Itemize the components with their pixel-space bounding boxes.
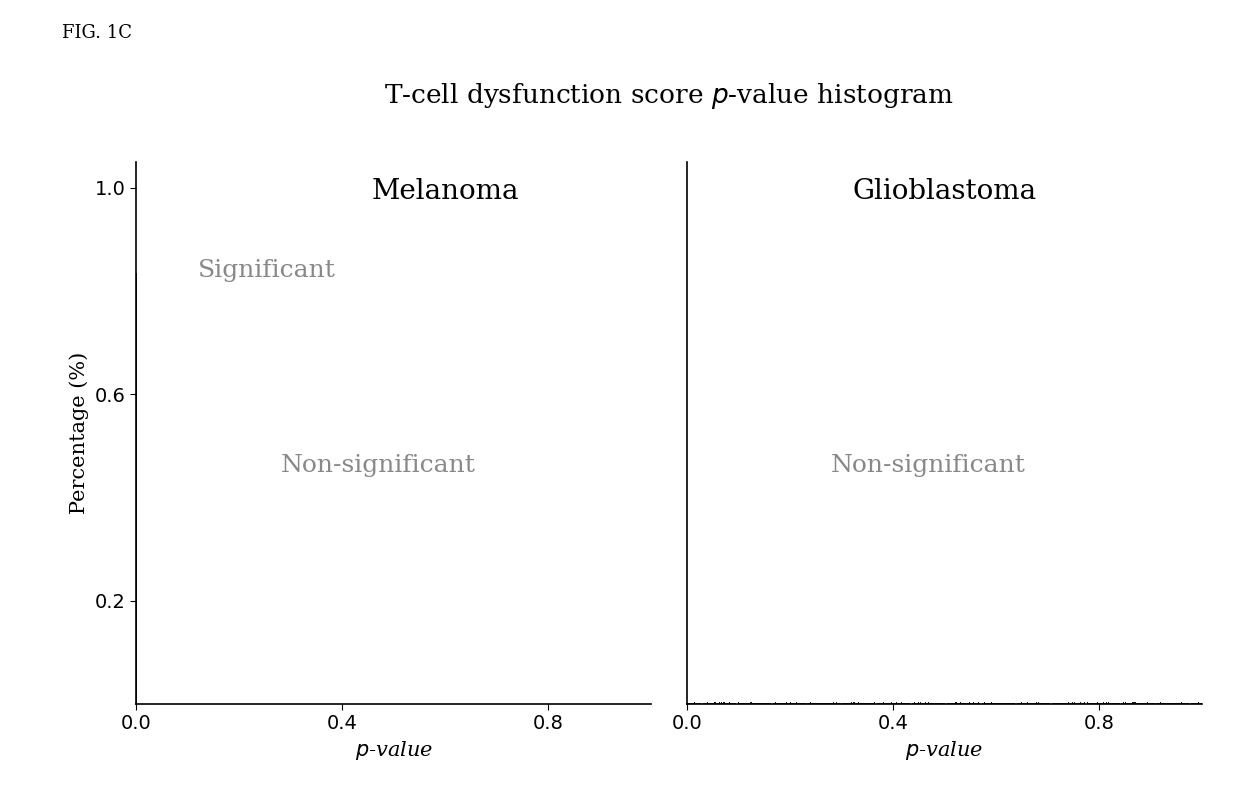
X-axis label: $\it{p}$-value: $\it{p}$-value bbox=[354, 739, 432, 762]
Y-axis label: Percentage (%): Percentage (%) bbox=[69, 352, 89, 514]
Text: Significant: Significant bbox=[198, 260, 336, 282]
X-axis label: $\it{p}$-value: $\it{p}$-value bbox=[906, 739, 984, 762]
Text: FIG. 1C: FIG. 1C bbox=[62, 24, 131, 42]
Text: Non-significant: Non-significant bbox=[280, 455, 476, 477]
Text: Melanoma: Melanoma bbox=[372, 178, 519, 205]
Text: Non-significant: Non-significant bbox=[831, 455, 1026, 477]
Text: Glioblastoma: Glioblastoma bbox=[852, 178, 1037, 205]
Text: T-cell dysfunction score $\it{p}$-value histogram: T-cell dysfunction score $\it{p}$-value … bbox=[384, 81, 954, 111]
